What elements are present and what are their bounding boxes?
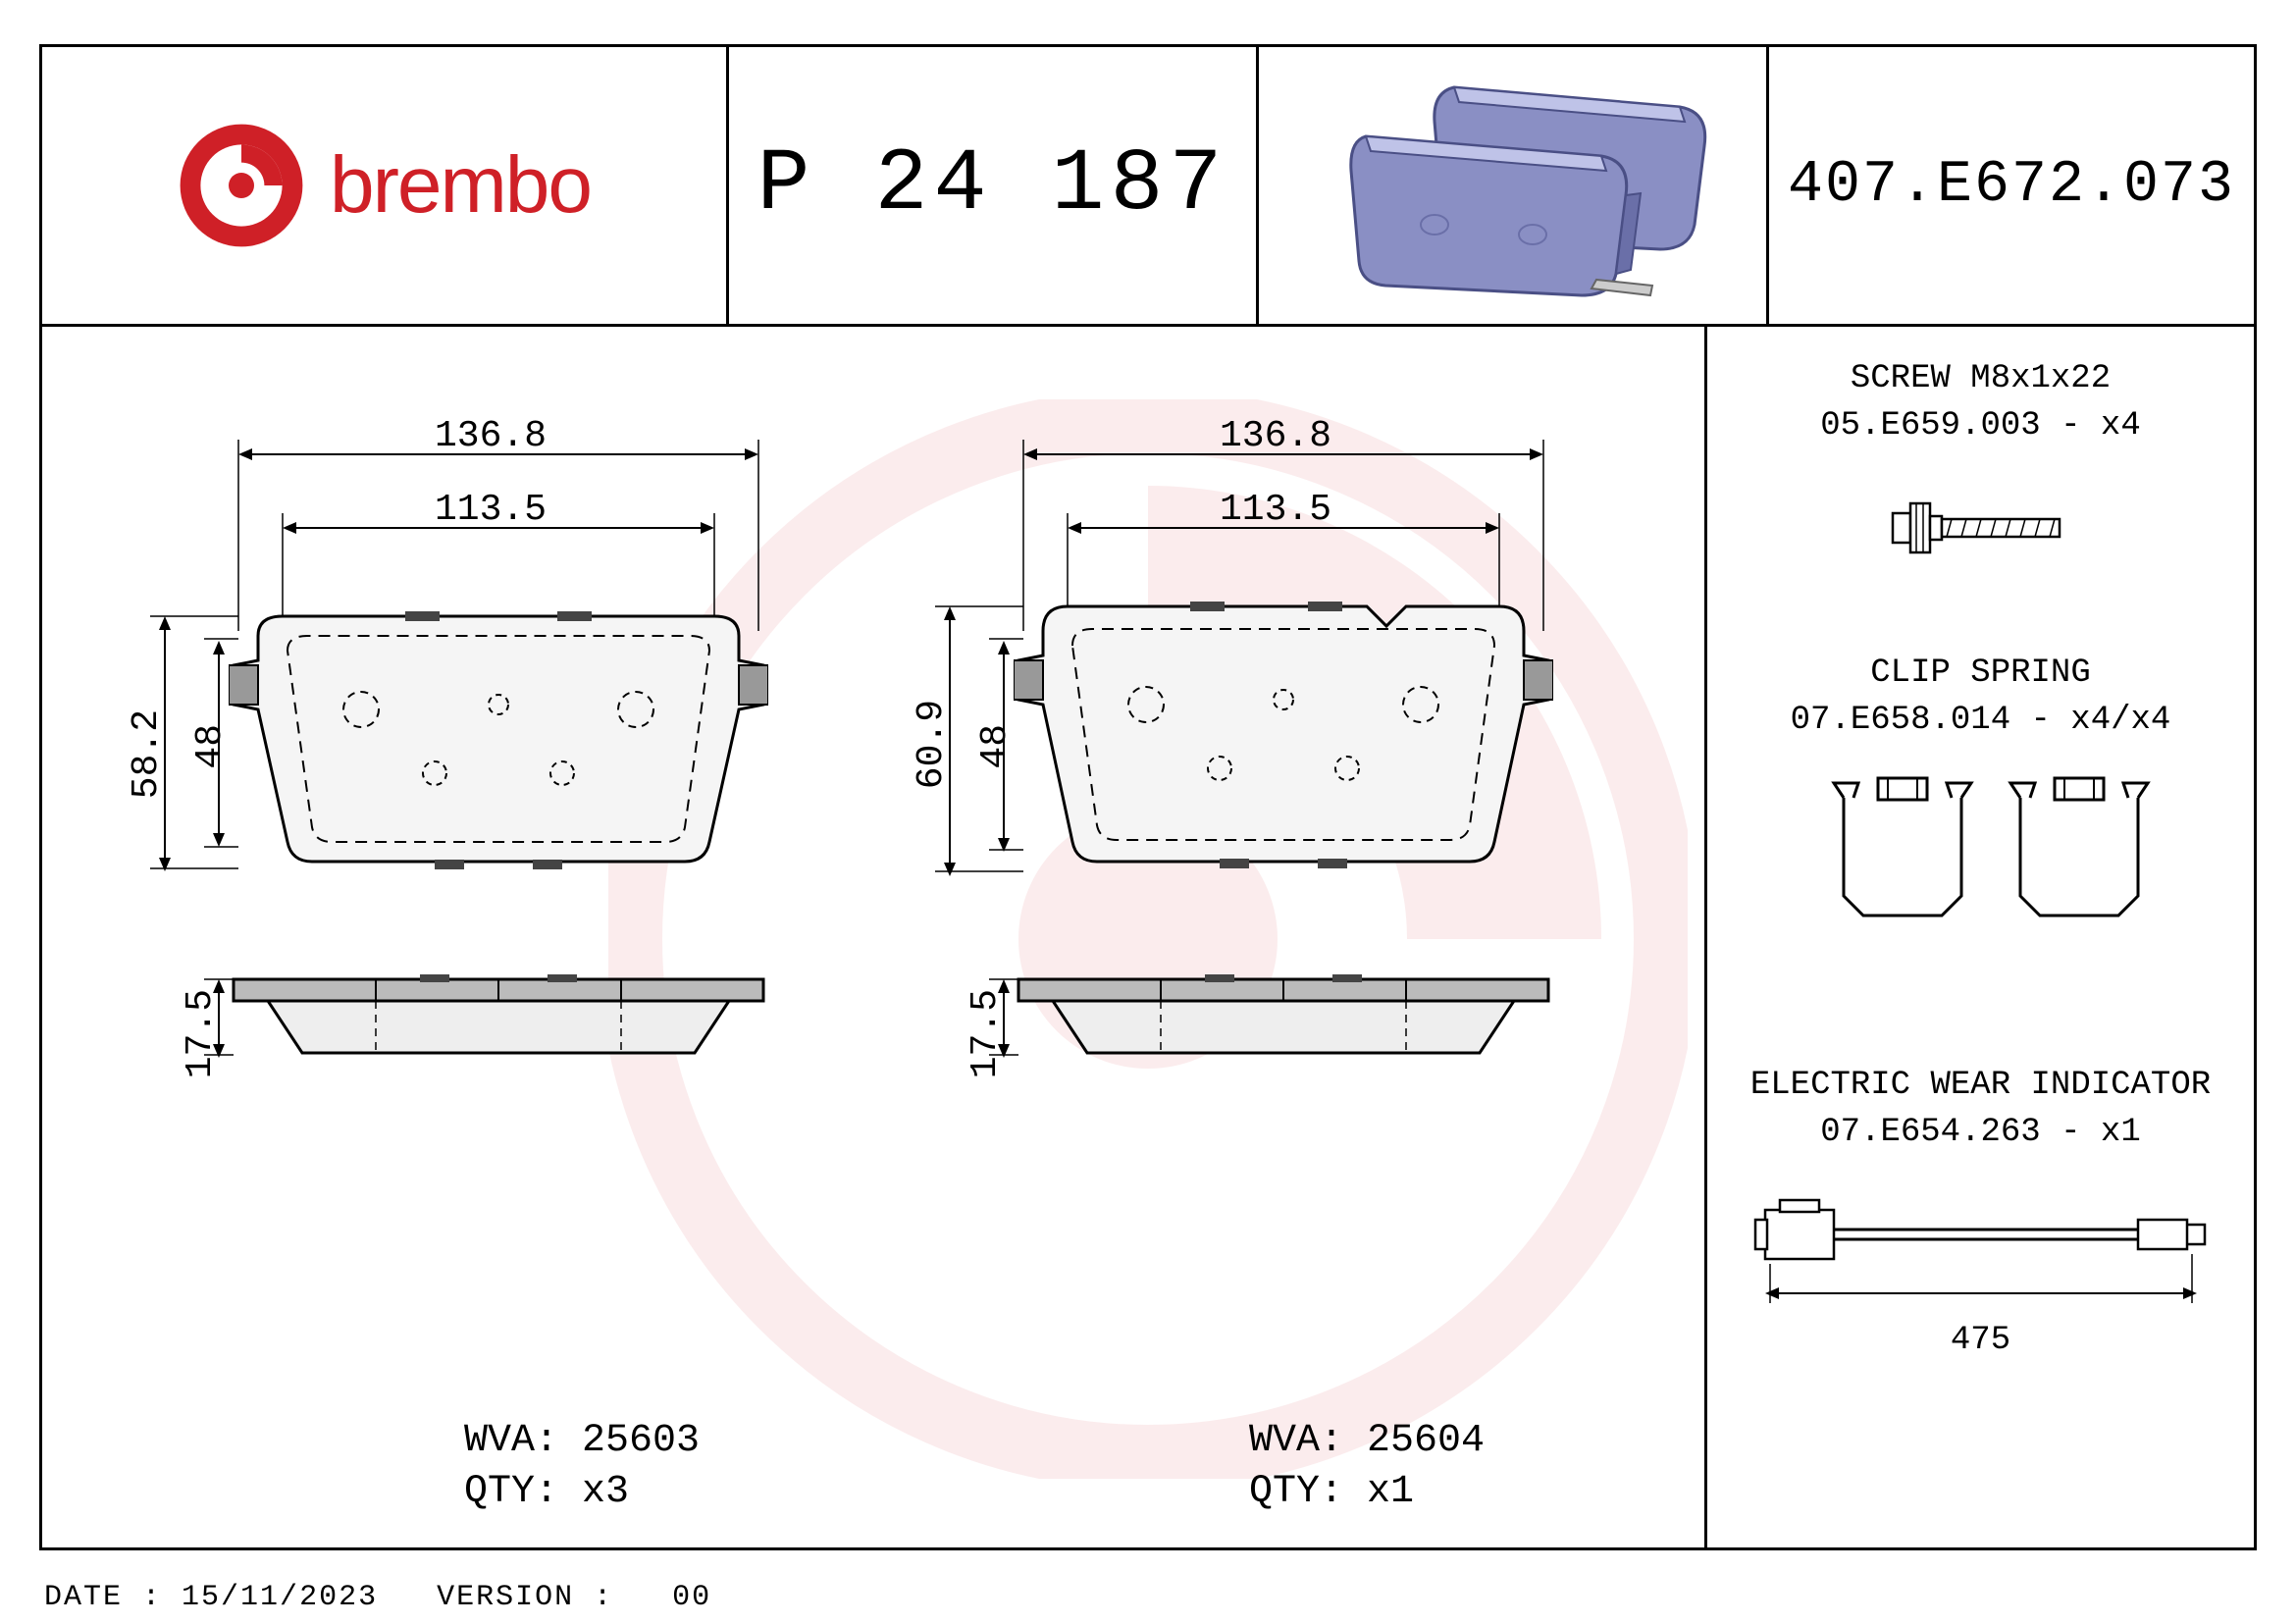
ext-h-icon [896, 602, 1023, 881]
screw-title: SCREW M8x1x22 [1707, 356, 2254, 403]
accessories-column: SCREW M8x1x22 05.E659.003 - x4 [1704, 327, 2254, 1550]
ext-h-icon [150, 974, 238, 1063]
accessory-screw: SCREW M8x1x22 05.E659.003 - x4 [1707, 356, 2254, 587]
clip-spring-icon [1804, 768, 2158, 935]
version-value: 00 [672, 1581, 711, 1614]
info-right: WVA: 25604 QTY: x1 [1249, 1416, 1485, 1518]
footer-info: DATE : 15/11/2023 VERSION : 00 [44, 1581, 711, 1614]
date-label: DATE : [44, 1581, 162, 1614]
wear-indicator-icon [1746, 1180, 2217, 1328]
ext-h-icon [111, 611, 238, 876]
wear-code: 07.E654.263 - x1 [1707, 1110, 2254, 1157]
drawing-frame: brembo P 24 187 407.E672.073 [39, 44, 2257, 1550]
body-row: 136.8 113.5 [42, 327, 2254, 1550]
pad-side-view-left [229, 974, 768, 1073]
qty-value: x1 [1367, 1470, 1414, 1514]
pad-group-right: 136.8 113.5 [896, 386, 1622, 1269]
brembo-logo-icon [178, 122, 305, 249]
ref-code: 407.E672.073 [1788, 152, 2235, 219]
product-render-cell [1259, 47, 1769, 324]
info-left: WVA: 25603 QTY: x3 [464, 1416, 700, 1518]
ref-code-cell: 407.E672.073 [1769, 47, 2254, 324]
brake-pad-render-icon [1307, 68, 1719, 303]
qty-label: QTY: [1249, 1470, 1343, 1514]
wva-value: 25603 [582, 1419, 700, 1463]
brand-name: brembo [330, 139, 591, 232]
ext-lines-icon [234, 440, 763, 636]
pad-front-view-right [1014, 602, 1553, 876]
wva-label: WVA: [1249, 1419, 1343, 1463]
qty-label: QTY: [464, 1470, 558, 1514]
header-row: brembo P 24 187 407.E672.073 [42, 47, 2254, 327]
wva-value: 25604 [1367, 1419, 1485, 1463]
version-label: VERSION : [437, 1581, 613, 1614]
screw-icon [1873, 484, 2089, 572]
wva-label: WVA: [464, 1419, 558, 1463]
main-drawing-area: 136.8 113.5 [42, 327, 1704, 1550]
ext-h-icon [935, 974, 1023, 1063]
date-value: 15/11/2023 [182, 1581, 378, 1614]
clip-code: 07.E658.014 - x4/x4 [1707, 698, 2254, 745]
accessory-clip: CLIP SPRING 07.E658.014 - x4/x4 [1707, 651, 2254, 940]
accessory-wear-indicator: ELECTRIC WEAR INDICATOR 07.E654.263 - x1 [1707, 1063, 2254, 1365]
logo-cell: brembo [42, 47, 729, 324]
pad-front-view-left [229, 611, 768, 876]
wear-title: ELECTRIC WEAR INDICATOR [1707, 1063, 2254, 1110]
pad-side-view-right [1014, 974, 1553, 1073]
pad-group-left: 136.8 113.5 [111, 386, 837, 1269]
part-number-cell: P 24 187 [729, 47, 1259, 324]
screw-code: 05.E659.003 - x4 [1707, 403, 2254, 450]
qty-value: x3 [582, 1470, 629, 1514]
clip-title: CLIP SPRING [1707, 651, 2254, 698]
part-number: P 24 187 [757, 135, 1227, 236]
